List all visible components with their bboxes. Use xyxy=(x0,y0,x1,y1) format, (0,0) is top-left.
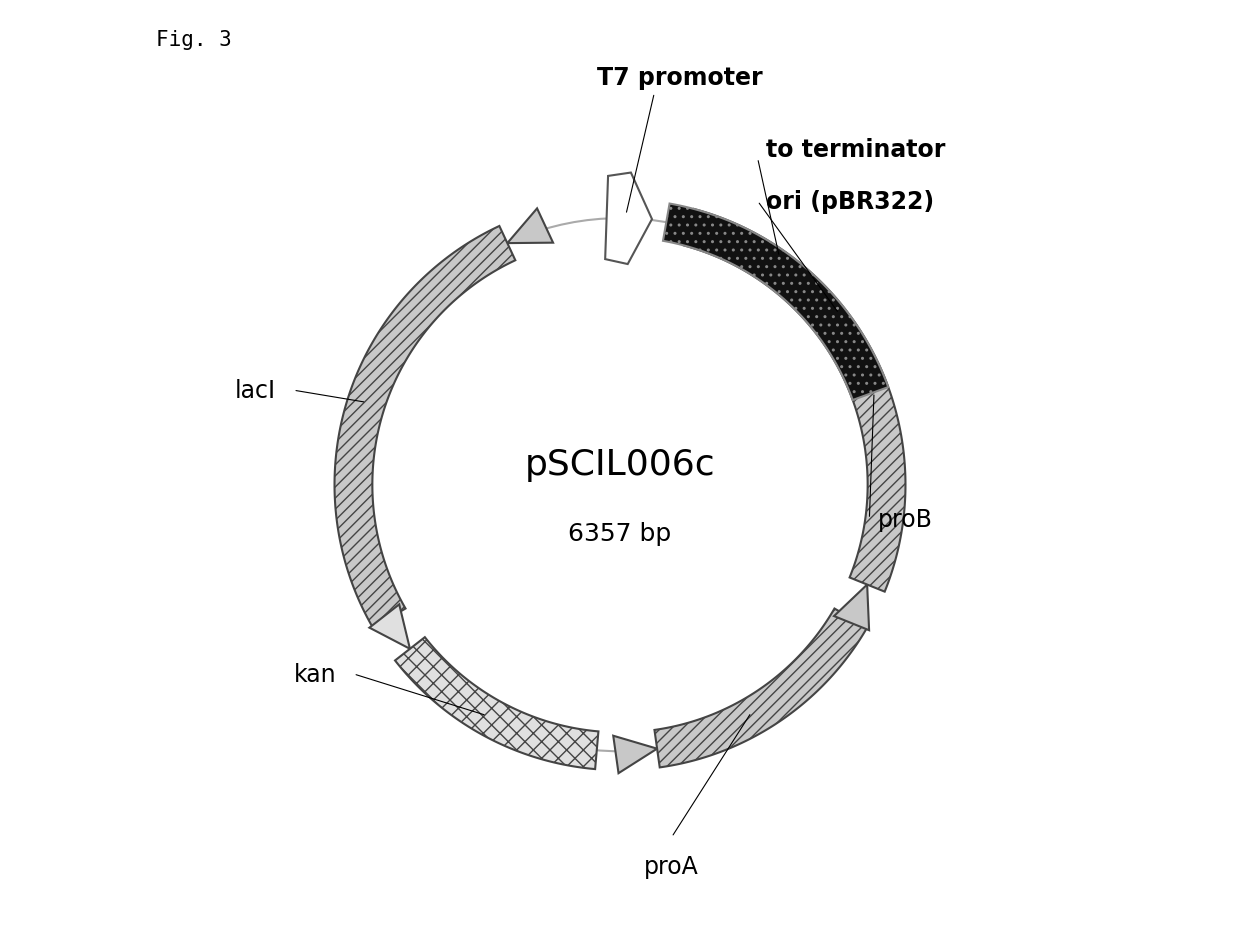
Polygon shape xyxy=(663,204,888,401)
Polygon shape xyxy=(684,210,905,592)
Polygon shape xyxy=(396,637,599,769)
Polygon shape xyxy=(370,605,410,649)
Text: ori (pBR322): ori (pBR322) xyxy=(766,190,934,213)
Text: to terminator: to terminator xyxy=(766,139,946,162)
Text: Fig. 3: Fig. 3 xyxy=(156,30,232,50)
Text: kan: kan xyxy=(294,662,336,686)
Text: 6357 bp: 6357 bp xyxy=(568,521,672,546)
Polygon shape xyxy=(835,585,869,631)
Polygon shape xyxy=(335,227,516,628)
Polygon shape xyxy=(507,209,553,244)
Polygon shape xyxy=(614,736,657,773)
Text: proB: proB xyxy=(878,507,932,532)
Text: T7 promoter: T7 promoter xyxy=(598,66,763,90)
Polygon shape xyxy=(605,173,652,265)
Polygon shape xyxy=(655,609,867,768)
Text: proA: proA xyxy=(645,855,699,879)
Text: lacI: lacI xyxy=(234,379,277,402)
Text: pSCIL006c: pSCIL006c xyxy=(525,447,715,481)
